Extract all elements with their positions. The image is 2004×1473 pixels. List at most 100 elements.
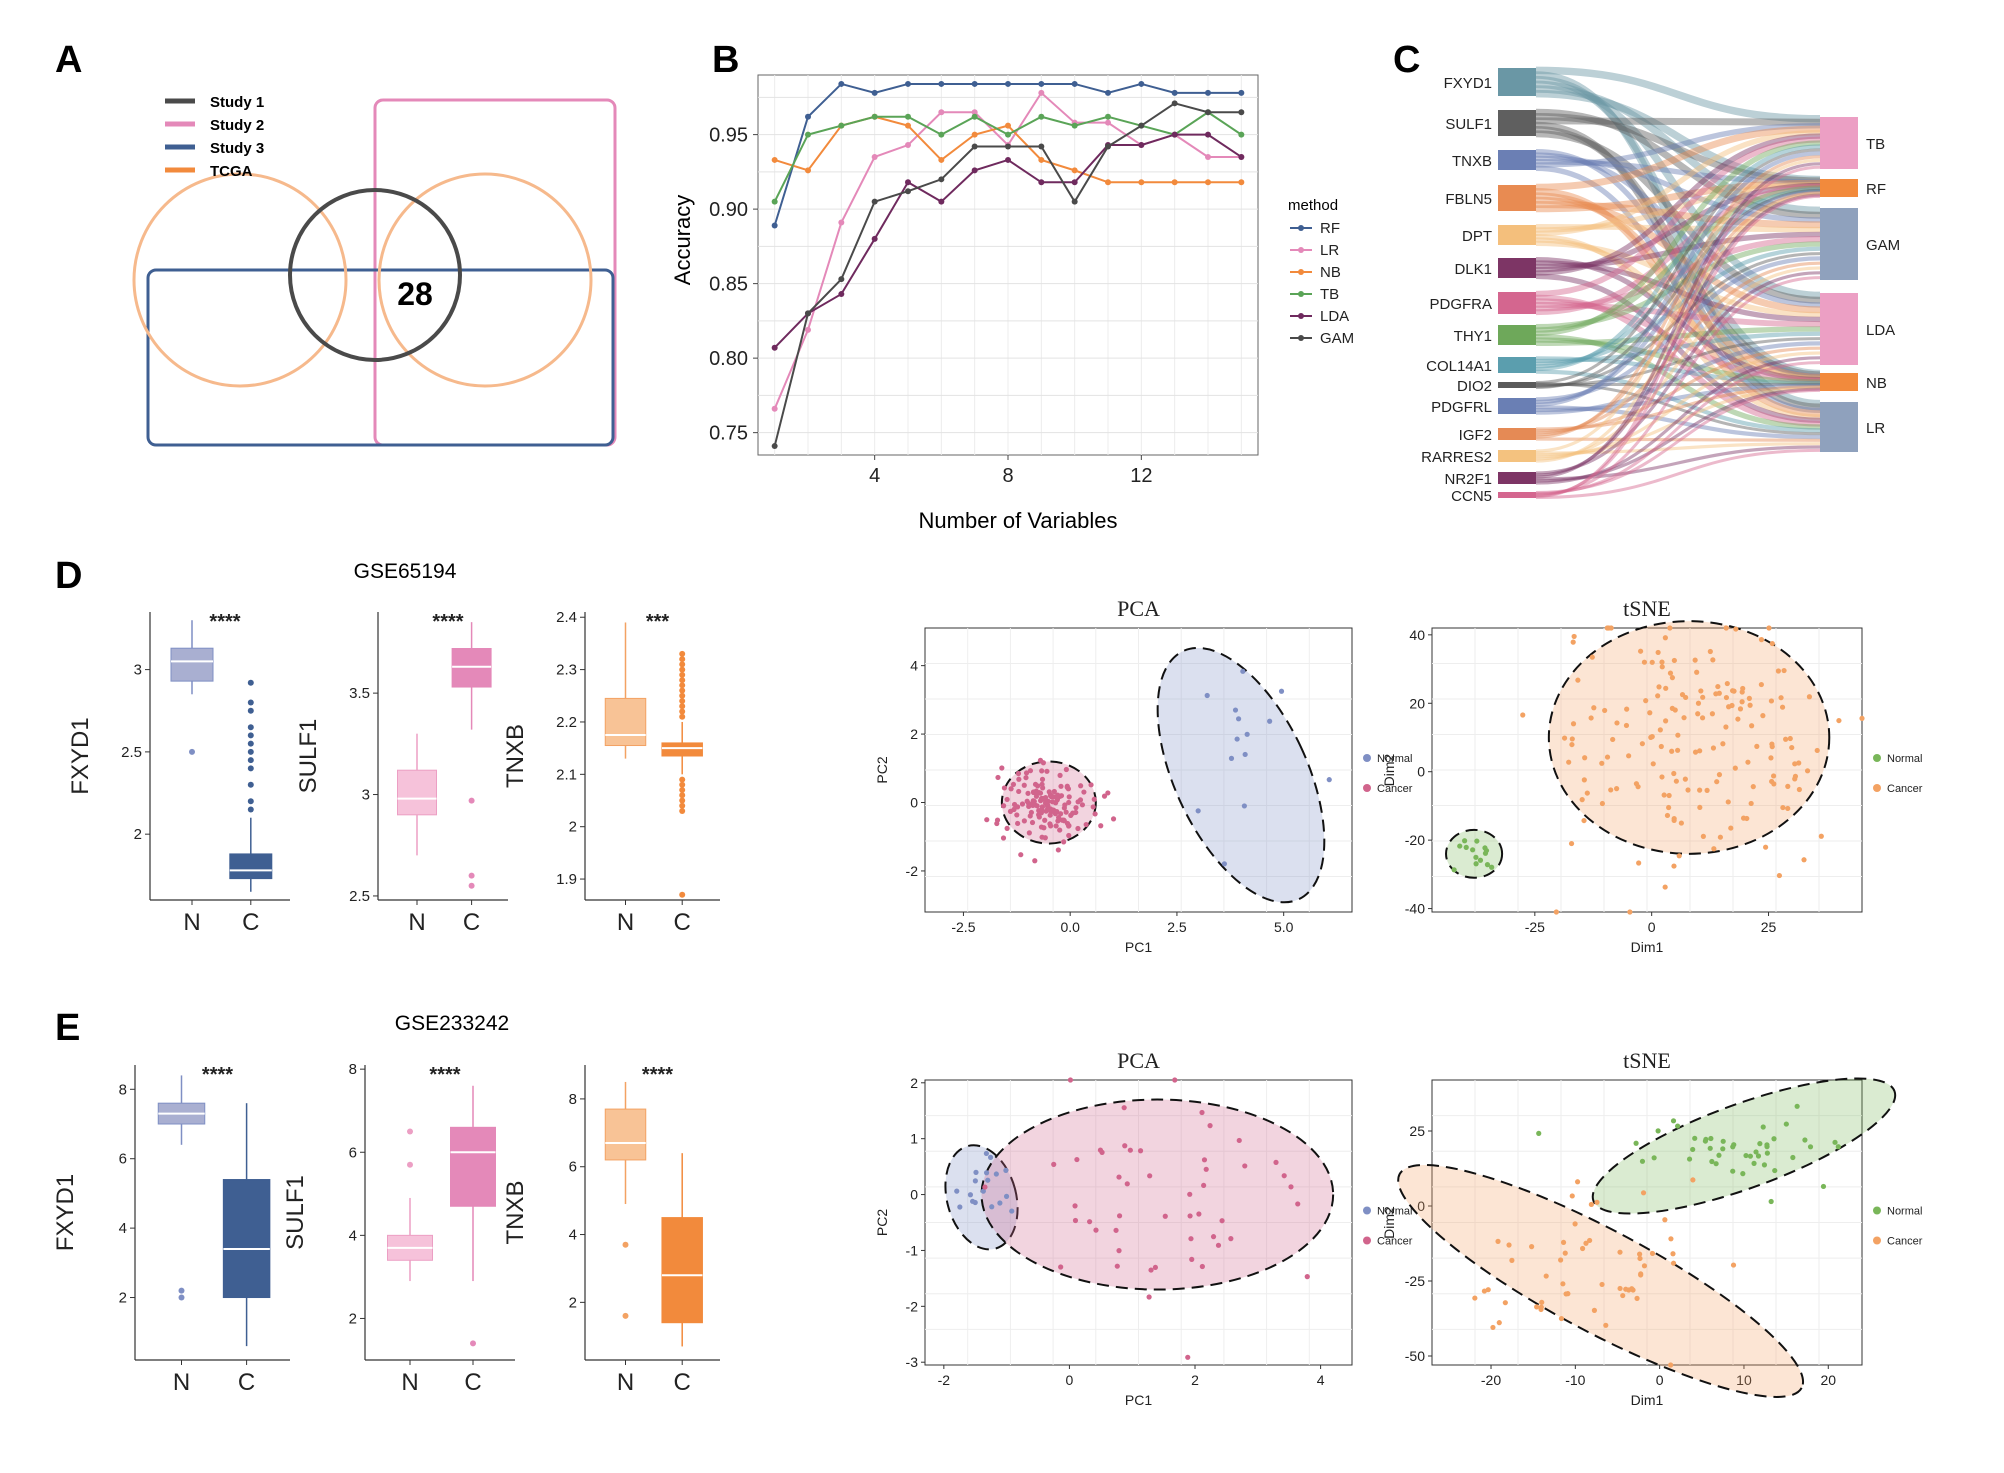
boxplot-y-tick-label: 8 bbox=[349, 1061, 357, 1078]
sankey-node-igf2 bbox=[1498, 428, 1536, 440]
sankey-flow-igf2 bbox=[1535, 437, 1821, 442]
scatter-point-cancer bbox=[1072, 1203, 1078, 1209]
scatter-point-cancer bbox=[1295, 1201, 1301, 1207]
accuracy-legend-label: GAM bbox=[1320, 330, 1354, 347]
accuracy-point-tb bbox=[1071, 122, 1078, 129]
scatter-point-cancer bbox=[1655, 649, 1661, 656]
scatter-point-cancer bbox=[984, 817, 990, 823]
scatter-point-cancer bbox=[1078, 783, 1084, 789]
scatter-y-tick-label: -2 bbox=[906, 863, 919, 879]
sankey-flow-dpt bbox=[1535, 237, 1821, 382]
scatter-confidence-ellipse-normal bbox=[1591, 1077, 1897, 1215]
scatter-point-cancer bbox=[1659, 659, 1665, 665]
accuracy-point-lda bbox=[905, 179, 911, 186]
panel-label-e: E bbox=[55, 1007, 80, 1049]
scatter-point-cancer bbox=[1690, 1177, 1696, 1183]
boxplot-box-normal bbox=[604, 697, 647, 747]
scatter-point-normal bbox=[1768, 1198, 1774, 1205]
boxplot-outlier-cancer bbox=[247, 732, 254, 739]
accuracy-point-nb bbox=[1238, 179, 1245, 186]
scatter-point-normal bbox=[983, 1150, 989, 1157]
scatter-point-cancer bbox=[1730, 1262, 1737, 1268]
accuracy-legend-marker bbox=[1298, 247, 1304, 253]
scatter-point-cancer bbox=[1579, 797, 1585, 803]
panel-label-c: C bbox=[1393, 39, 1420, 81]
scatter-point-cancer bbox=[1723, 625, 1729, 631]
scatter-y-tick-label: 2 bbox=[910, 1075, 918, 1091]
sankey-flow-sulf1 bbox=[1535, 113, 1821, 185]
scatter-point-cancer bbox=[1044, 768, 1050, 774]
accuracy-legend-label: LDA bbox=[1320, 308, 1349, 325]
scatter-point-cancer bbox=[1098, 823, 1104, 829]
scatter-point-cancer bbox=[1116, 1247, 1122, 1254]
sankey-flow-rarres2 bbox=[1535, 351, 1821, 459]
scatter-point-cancer bbox=[1626, 1287, 1632, 1293]
boxplot-category-label: N bbox=[183, 909, 200, 936]
accuracy-point-nb bbox=[1005, 122, 1011, 129]
sankey-flow-fxyd1 bbox=[1535, 71, 1821, 408]
scatter-point-cancer bbox=[1570, 721, 1577, 727]
scatter-point-cancer bbox=[1792, 776, 1798, 782]
accuracy-point-gam bbox=[1171, 100, 1178, 107]
accuracy-point-gam bbox=[1238, 109, 1245, 116]
scatter-point-cancer bbox=[1783, 736, 1789, 742]
scatter-point-cancer bbox=[1792, 761, 1798, 767]
scatter-point-cancer bbox=[1099, 1149, 1105, 1155]
scatter-x-tick-label: 25 bbox=[1761, 919, 1777, 935]
sankey-node-sulf1 bbox=[1498, 110, 1536, 136]
scatter-point-normal bbox=[1482, 845, 1488, 851]
scatter-legend-label-normal: Normal bbox=[1377, 1206, 1412, 1218]
boxplot-outlier-cancer bbox=[247, 757, 254, 764]
scatter-title: tSNE bbox=[1623, 1048, 1671, 1073]
boxplot-box-cancer bbox=[222, 1179, 271, 1299]
boxplot-outlier-cancer bbox=[679, 698, 686, 705]
scatter-point-normal bbox=[1633, 1140, 1639, 1146]
sankey-gene-label: IGF2 bbox=[1459, 427, 1492, 444]
scatter-point-cancer bbox=[1785, 783, 1791, 789]
boxplot-box-cancer bbox=[661, 742, 703, 757]
scatter-point-normal bbox=[1473, 861, 1479, 867]
sankey-flow-igf2 bbox=[1535, 155, 1821, 439]
scatter-point-cancer bbox=[1565, 1291, 1571, 1297]
accuracy-point-rf bbox=[805, 113, 811, 120]
accuracy-point-rf bbox=[1238, 89, 1245, 96]
scatter-point-cancer bbox=[1779, 704, 1786, 710]
accuracy-point-nb bbox=[805, 167, 811, 174]
scatter-point-normal bbox=[972, 1178, 978, 1184]
sankey-flow-dlk1 bbox=[1535, 133, 1821, 276]
scatter-x-tick-label: 0 bbox=[1648, 919, 1656, 935]
scatter-point-normal bbox=[1783, 1121, 1789, 1127]
sankey-flow-pdgfrl bbox=[1535, 189, 1821, 405]
scatter-point-cancer bbox=[1659, 774, 1665, 780]
sankey-flow-pdgfrl bbox=[1535, 341, 1821, 415]
scatter-point-cancer bbox=[1004, 825, 1010, 831]
scatter-point-normal bbox=[1232, 707, 1239, 713]
scatter-point-cancer bbox=[1242, 1163, 1248, 1169]
scatter-point-cancer bbox=[1018, 852, 1024, 858]
scatter-point-cancer bbox=[1620, 1292, 1626, 1299]
scatter-point-cancer bbox=[1588, 1201, 1594, 1208]
scatter-point-normal bbox=[993, 1171, 999, 1177]
panel-label-d: D bbox=[55, 555, 82, 597]
scatter-y-tick-label: 20 bbox=[1409, 695, 1425, 711]
scatter-x-tick-label: 2 bbox=[1191, 1372, 1199, 1388]
accuracy-point-nb bbox=[1105, 179, 1111, 186]
sankey-node-dlk1 bbox=[1498, 258, 1536, 278]
scatter-point-normal bbox=[1755, 1153, 1762, 1159]
scatter-point-cancer bbox=[1671, 817, 1677, 824]
venn-legend-label-study3: Study 3 bbox=[210, 140, 264, 157]
scatter-point-cancer bbox=[1562, 1250, 1568, 1256]
scatter-point-cancer bbox=[1676, 853, 1682, 859]
boxplot-gene-label: SULF1 bbox=[295, 719, 322, 794]
accuracy-point-lr bbox=[871, 153, 878, 160]
accuracy-y-tick-label: 0.85 bbox=[709, 274, 748, 296]
accuracy-point-lda bbox=[1038, 179, 1045, 186]
scatter-point-cancer bbox=[1669, 675, 1676, 681]
accuracy-point-gam bbox=[1205, 109, 1211, 116]
scatter-point-cancer bbox=[1083, 821, 1089, 828]
scatter-point-cancer bbox=[1692, 657, 1698, 663]
scatter-point-cancer bbox=[1859, 715, 1865, 721]
boxplot-box-cancer bbox=[450, 1126, 496, 1207]
accuracy-legend-marker bbox=[1298, 335, 1304, 341]
boxplot-significance: *** bbox=[646, 611, 670, 633]
